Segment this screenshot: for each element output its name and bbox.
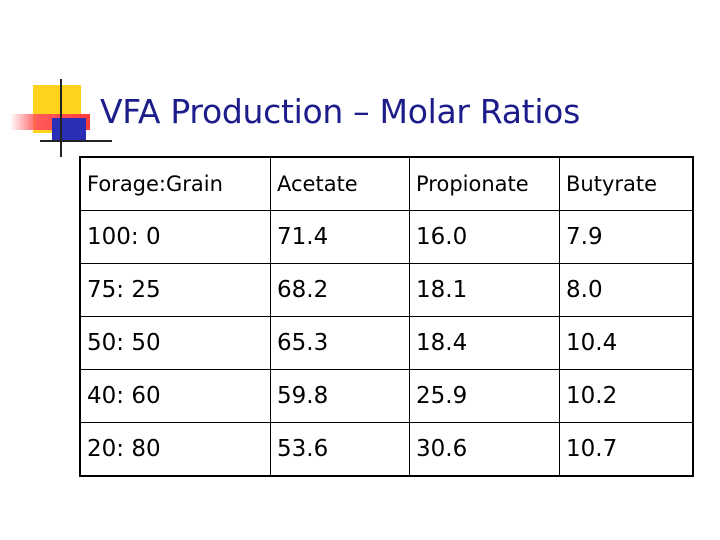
header-forage-grain: Forage:Grain — [79, 156, 271, 211]
cell-propionate: 30.6 — [409, 422, 560, 477]
table-header-row: Forage:Grain Acetate Propionate Butyrate — [79, 156, 694, 211]
cell-propionate: 18.4 — [409, 316, 560, 370]
cell-forage-grain: 75: 25 — [79, 263, 271, 317]
cell-forage-grain: 40: 60 — [79, 369, 271, 423]
cell-forage-grain: 50: 50 — [79, 316, 271, 370]
cell-propionate: 16.0 — [409, 210, 560, 264]
cell-forage-grain: 20: 80 — [79, 422, 271, 477]
header-propionate: Propionate — [409, 156, 560, 211]
decor-horizontal-line — [40, 140, 112, 142]
cell-butyrate: 10.4 — [559, 316, 694, 370]
cell-propionate: 18.1 — [409, 263, 560, 317]
table-row: 20: 80 53.6 30.6 10.7 — [79, 422, 694, 477]
cell-forage-grain: 100: 0 — [79, 210, 271, 264]
cell-propionate: 25.9 — [409, 369, 560, 423]
cell-butyrate: 8.0 — [559, 263, 694, 317]
table-row: 75: 25 68.2 18.1 8.0 — [79, 263, 694, 317]
slide-title: VFA Production – Molar Ratios — [100, 92, 580, 131]
cell-acetate: 68.2 — [270, 263, 410, 317]
vfa-table: Forage:Grain Acetate Propionate Butyrate… — [79, 156, 694, 477]
table-row: 40: 60 59.8 25.9 10.2 — [79, 369, 694, 423]
cell-butyrate: 10.2 — [559, 369, 694, 423]
header-acetate: Acetate — [270, 156, 410, 211]
cell-butyrate: 7.9 — [559, 210, 694, 264]
table-row: 100: 0 71.4 16.0 7.9 — [79, 210, 694, 264]
decor-blue-square — [52, 118, 86, 142]
header-butyrate: Butyrate — [559, 156, 694, 211]
cell-acetate: 59.8 — [270, 369, 410, 423]
cell-acetate: 71.4 — [270, 210, 410, 264]
cell-acetate: 53.6 — [270, 422, 410, 477]
cell-butyrate: 10.7 — [559, 422, 694, 477]
cell-acetate: 65.3 — [270, 316, 410, 370]
decor-vertical-line — [60, 79, 62, 157]
table-row: 50: 50 65.3 18.4 10.4 — [79, 316, 694, 370]
